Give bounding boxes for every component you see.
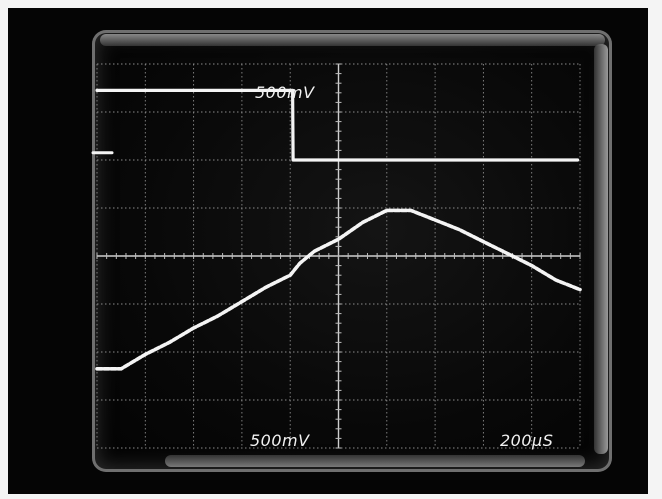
ch1-scale-label: 500mV [255, 83, 315, 102]
traces [91, 88, 582, 371]
bezel-top-edge [100, 34, 605, 46]
timebase-label: 200µS [500, 431, 553, 450]
ch2-triangle-trace [95, 208, 582, 371]
ch2-scale-label: 500mV [250, 431, 310, 450]
bezel-bottom-edge [165, 455, 585, 467]
bezel-right-edge [594, 44, 608, 454]
crt-screen [92, 30, 612, 472]
ch1-square-trace [95, 88, 580, 162]
graticule [96, 63, 581, 449]
